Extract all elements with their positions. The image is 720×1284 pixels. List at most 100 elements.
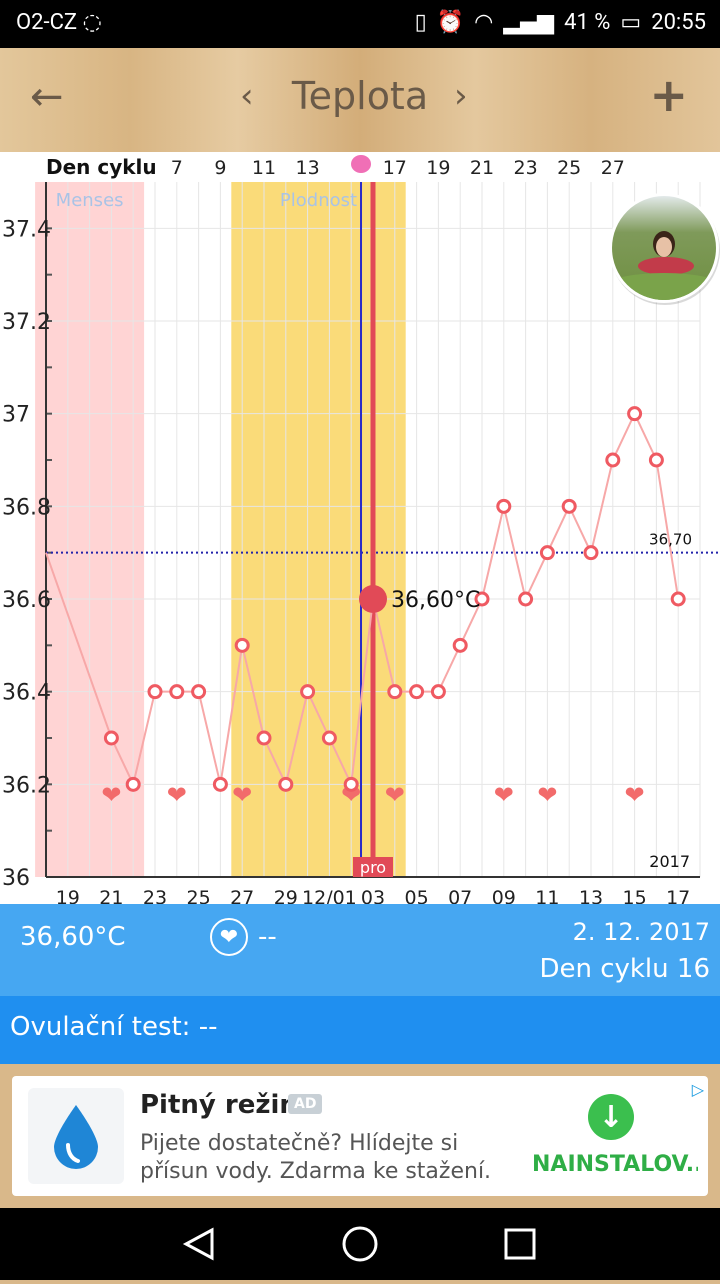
- pro-tag: [353, 857, 393, 877]
- prev-chevron-icon[interactable]: ‹: [240, 76, 254, 116]
- temperature-point[interactable]: [561, 498, 577, 514]
- x-tick-label: 27: [230, 887, 254, 904]
- y-tick-label: 36.2: [2, 773, 51, 798]
- temperature-point[interactable]: [430, 684, 446, 700]
- x-tick-label: 15: [623, 887, 647, 904]
- temperature-point[interactable]: [234, 637, 250, 653]
- ad-description: Pijete dostatečně? Hlídejte si přísun vo…: [140, 1131, 492, 1184]
- temperature-point[interactable]: [387, 684, 403, 700]
- y-tick-label: 36.4: [2, 681, 51, 706]
- heart-marker: ❤: [625, 781, 645, 809]
- temperature-point[interactable]: [169, 684, 185, 700]
- temperature-point[interactable]: [278, 776, 294, 792]
- x-tick-label: 12/01: [302, 887, 357, 904]
- top-tick-label: 17: [383, 157, 407, 179]
- ad-banner[interactable]: Pitný režim AD Pijete dostatečně? Hlídej…: [12, 1076, 708, 1196]
- coverline-label: 36,70: [649, 531, 692, 549]
- back-arrow-icon[interactable]: ←: [30, 74, 64, 120]
- temperature-point[interactable]: [670, 591, 686, 607]
- add-plus-icon[interactable]: +: [649, 68, 688, 122]
- temperature-point[interactable]: [605, 452, 621, 468]
- top-tick-label: 27: [601, 157, 625, 179]
- temperature-point[interactable]: [321, 730, 337, 746]
- temperature-point[interactable]: [191, 684, 207, 700]
- vibrate-icon: ▯: [414, 10, 427, 35]
- temperature-point[interactable]: [256, 730, 272, 746]
- cycle-day-header: Den cyklu: [46, 155, 157, 179]
- download-arrow-icon[interactable]: ↓: [588, 1094, 634, 1140]
- temperature-point[interactable]: [496, 498, 512, 514]
- fertile-band: [231, 182, 406, 877]
- temperature-point[interactable]: [583, 545, 599, 561]
- x-tick-label: 25: [187, 887, 211, 904]
- android-nav-bar: [0, 1208, 720, 1280]
- year-label: 2017: [649, 852, 690, 871]
- water-drop-icon: [28, 1088, 124, 1184]
- y-tick-label: 36.6: [2, 588, 51, 613]
- heart-marker: ❤: [494, 781, 514, 809]
- next-chevron-icon[interactable]: ›: [454, 76, 468, 116]
- top-tick-label: 23: [514, 157, 538, 179]
- y-tick-label: 37.4: [2, 217, 51, 242]
- nav-back-icon[interactable]: [182, 1227, 214, 1261]
- x-tick-label: 23: [143, 887, 167, 904]
- temperature-point[interactable]: [300, 684, 316, 700]
- x-tick-label: 03: [361, 887, 385, 904]
- x-tick-label: 13: [579, 887, 603, 904]
- temperature-point[interactable]: [147, 684, 163, 700]
- temperature-point[interactable]: [539, 545, 555, 561]
- battery-text: 41 %: [564, 10, 611, 35]
- temperature-point[interactable]: [518, 591, 534, 607]
- temperature-chart[interactable]: ❤ ❤ ❤ ❤ ❤ ❤ ❤ ❤ Menses Plodnost37.437.23736.836.…: [0, 152, 720, 904]
- selected-point-label: 36,60°C: [391, 588, 480, 613]
- page-title: Teplota: [291, 74, 429, 118]
- heart-marker: ❤: [537, 781, 557, 809]
- nav-recents-icon[interactable]: [504, 1228, 536, 1260]
- pro-tag-label: pro: [360, 858, 386, 877]
- avatar[interactable]: [604, 193, 720, 305]
- selected-temperature-point[interactable]: [359, 585, 387, 613]
- battery-icon: ▭: [620, 10, 642, 35]
- top-tick-label: 7: [171, 157, 183, 179]
- wood-background: [0, 48, 720, 152]
- top-tick-label: 13: [296, 157, 320, 179]
- temperature-point[interactable]: [103, 730, 119, 746]
- x-tick-label: 11: [535, 887, 559, 904]
- wifi-icon: ◠: [474, 10, 494, 35]
- signal-icon: ▂▄▆: [503, 10, 555, 35]
- temperature-point[interactable]: [409, 684, 425, 700]
- top-tick-label: 25: [557, 157, 581, 179]
- heart-marker: ❤: [101, 781, 121, 809]
- top-tick-label: 19: [426, 157, 450, 179]
- heart-value: --: [258, 922, 277, 952]
- status-icons: ▯ ⏰ ◠ ▂▄▆ 41 % ▭ 20:55: [415, 10, 706, 35]
- heart-marker: ❤: [167, 781, 187, 809]
- ad-install-button[interactable]: NAINSTALOV...: [532, 1152, 698, 1177]
- temperature-point[interactable]: [648, 452, 664, 468]
- temperature-point[interactable]: [452, 637, 468, 653]
- selected-cycle-day: Den cyklu 16: [539, 954, 710, 984]
- temperature-point[interactable]: [212, 776, 228, 792]
- messenger-icon: ◌: [82, 10, 102, 35]
- ovulation-top-icon: [351, 155, 372, 173]
- heart-marker: ❤: [385, 781, 405, 809]
- alarm-icon: ⏰: [436, 10, 465, 35]
- temperature-point[interactable]: [627, 406, 643, 422]
- status-bar: O2-CZ ◌ ▯ ⏰ ◠ ▂▄▆ 41 % ▭ 20:55: [0, 0, 720, 48]
- temperature-point[interactable]: [474, 591, 490, 607]
- adchoices-icon[interactable]: ▷: [691, 1080, 704, 1099]
- temperature-point[interactable]: [125, 776, 141, 792]
- selected-date: 2. 12. 2017: [572, 918, 710, 946]
- x-tick-label: 05: [405, 887, 429, 904]
- top-app-bar: ← ‹ Teplota › +: [0, 48, 720, 152]
- nav-home-icon[interactable]: [342, 1226, 378, 1262]
- ovulation-test-bar[interactable]: Ovulační test: --: [0, 996, 720, 1064]
- fertile-label: Plodnost: [280, 190, 357, 211]
- menses-label: Menses: [56, 190, 124, 211]
- y-tick-label: 37.2: [2, 310, 51, 335]
- ad-badge: AD: [288, 1094, 323, 1114]
- selected-day-info: 36,60°C ❤ -- 2. 12. 2017 Den cyklu 16: [0, 904, 720, 996]
- heart-icon[interactable]: ❤: [210, 918, 248, 956]
- temperature-point[interactable]: [343, 776, 359, 792]
- temperature-line: [45, 411, 680, 788]
